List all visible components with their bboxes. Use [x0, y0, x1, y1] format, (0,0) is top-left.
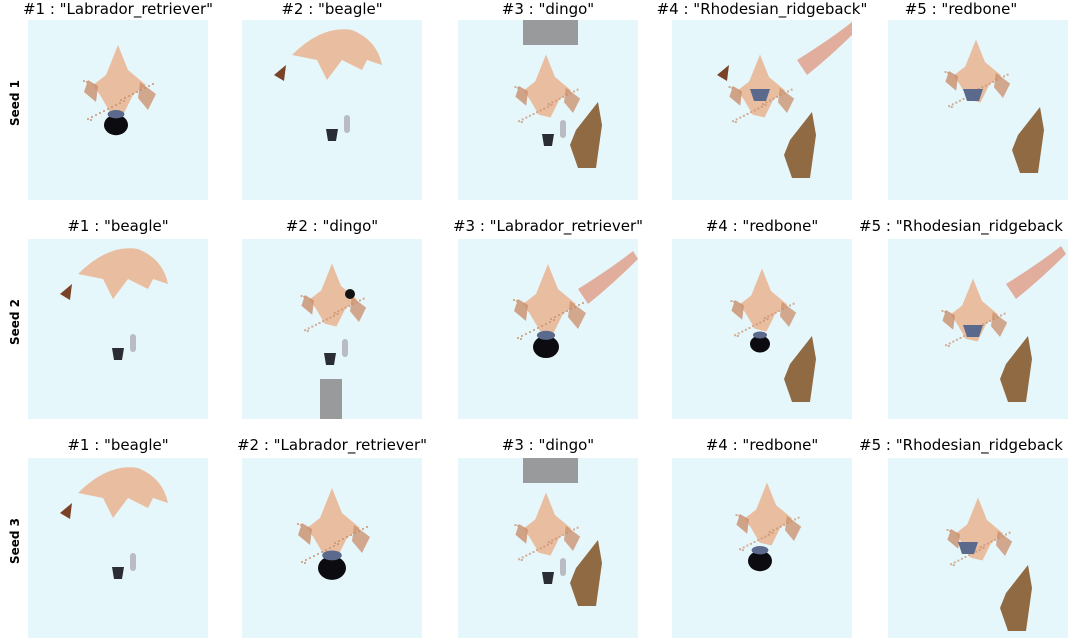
saliency-image [83, 45, 156, 136]
saliency-panel [242, 239, 422, 419]
saliency-panel [672, 239, 852, 419]
saliency-panel [28, 458, 208, 638]
saliency-panel [888, 239, 1068, 419]
saliency-panel [888, 458, 1068, 638]
panel-title: #2 : "dingo" [285, 217, 379, 235]
panel-title: #2 : "Labrador_retriever" [236, 436, 428, 454]
panel-title: #4 : "Rhodesian_ridgeback" [656, 0, 868, 18]
panel-title: #3 : "dingo" [501, 436, 595, 454]
saliency-image [514, 20, 602, 168]
saliency-image [300, 263, 367, 419]
row-label: Seed 3 [8, 517, 22, 564]
panel-title: #4 : "redbone" [705, 217, 819, 235]
saliency-panel [458, 458, 638, 638]
saliency-panel [28, 239, 208, 419]
panel-title: #1 : "beagle" [67, 436, 169, 454]
saliency-image [514, 458, 602, 606]
saliency-image [297, 488, 370, 580]
saliency-image [730, 268, 816, 402]
saliency-panel [28, 20, 208, 200]
saliency-image [735, 482, 802, 572]
saliency-image [60, 248, 168, 360]
saliency-panel [888, 20, 1068, 200]
row-label: Seed 1 [8, 79, 22, 126]
saliency-image [941, 246, 1066, 402]
saliency-panel [672, 458, 852, 638]
saliency-panel [458, 20, 638, 200]
saliency-image [60, 467, 168, 579]
panel-title: #3 : "dingo" [501, 0, 595, 18]
panel-title: #4 : "redbone" [705, 436, 819, 454]
saliency-image [944, 39, 1044, 173]
panel-title: #1 : "beagle" [67, 217, 169, 235]
saliency-panel [672, 20, 852, 200]
panel-title: #5 : "Rhodesian_ridgeback [859, 217, 1063, 235]
saliency-image [717, 22, 852, 178]
panel-title: #1 : "Labrador_retriever" [22, 0, 214, 18]
saliency-image [513, 251, 638, 359]
panel-title: #3 : "Labrador_retriever" [452, 217, 644, 235]
saliency-panel [458, 239, 638, 419]
row-label: Seed 2 [8, 298, 22, 345]
saliency-image [274, 29, 382, 141]
panel-title: #5 : "Rhodesian_ridgeback [859, 436, 1063, 454]
saliency-image [946, 497, 1032, 631]
panel-title: #5 : "redbone" [904, 0, 1018, 18]
panel-title: #2 : "beagle" [281, 0, 383, 18]
saliency-panel [242, 20, 422, 200]
saliency-panel [242, 458, 422, 638]
